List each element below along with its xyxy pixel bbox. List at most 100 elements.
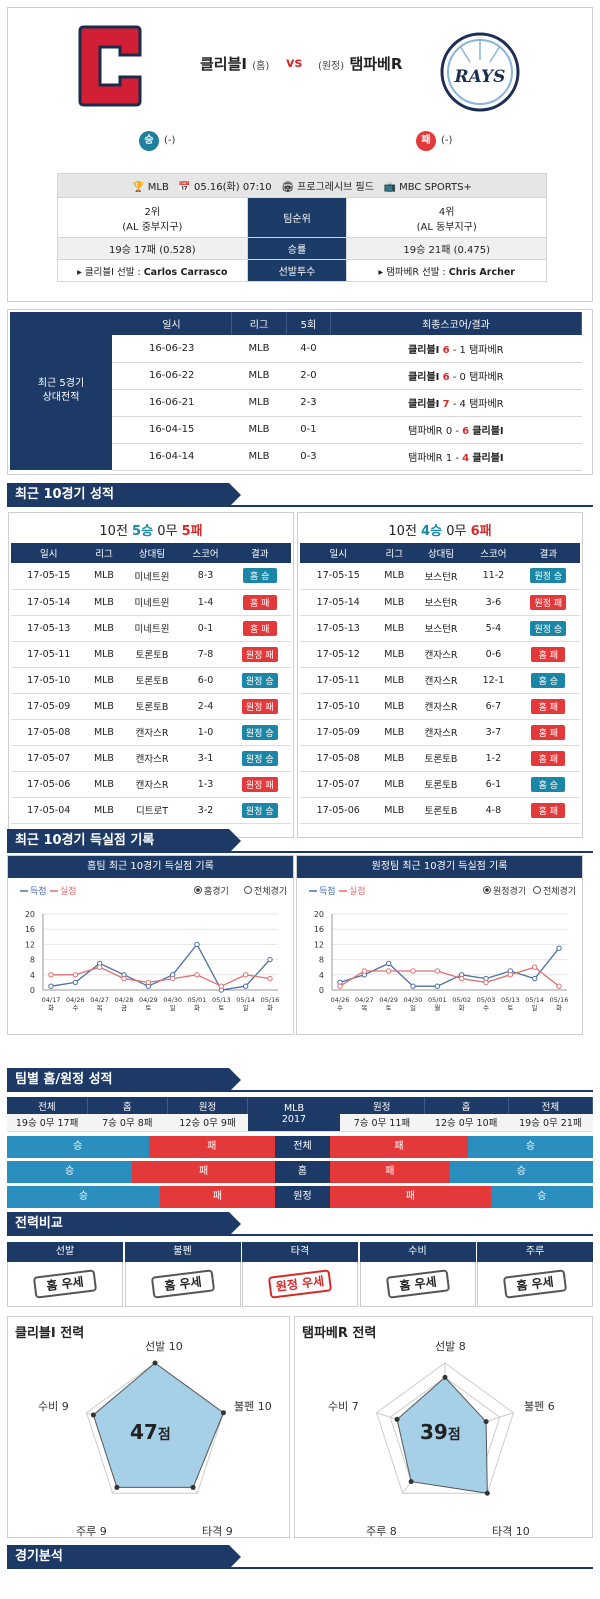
data-point xyxy=(531,975,538,982)
x-tick-label: 05/14 일 xyxy=(236,996,255,1012)
radio-label: 홈경기 xyxy=(204,885,229,897)
radio-label: 원정경기 xyxy=(493,885,526,897)
section-line xyxy=(7,851,593,853)
x-tick-label: 04/17 화 xyxy=(42,996,61,1012)
cleveland-logo xyxy=(78,25,142,107)
trophy-icon: 🏆 xyxy=(132,182,145,193)
y-tick-label: 8 xyxy=(319,956,324,965)
recent-cell: 미네트윈 xyxy=(121,615,183,642)
recent-cell: MLB xyxy=(376,797,412,824)
y-tick-label: 0 xyxy=(319,986,324,995)
section-homeaway: 팀별 홈/원정 성적 xyxy=(7,1068,241,1092)
home-chart-title: 홈팀 최근 10경기 득실점 기록 xyxy=(8,856,293,878)
recent-result-cell: 홈 패 xyxy=(228,615,291,642)
recent-result-cell: 홈 패 xyxy=(516,719,580,746)
recent-result-cell: 홈 패 xyxy=(516,745,580,772)
recent-cell: 캔자스R xyxy=(121,745,183,772)
home-result-badge: 승 xyxy=(139,131,159,151)
away-result-badge: 패 xyxy=(416,131,436,151)
radar-axis-label: 주루 8 xyxy=(366,1525,397,1538)
result-badge: 홈 승 xyxy=(242,568,277,584)
data-point xyxy=(361,968,368,974)
compare-header: 주루 xyxy=(477,1242,593,1262)
recent-cell: 캔자스R xyxy=(411,719,471,746)
away-recent-table: 일시 리그 상대팀 스코어 결과 17-05-15 MLB 보스턴R 11-2 원정 승 17-05… xyxy=(300,543,580,824)
recent-cell: 17-05-14 xyxy=(300,589,377,616)
radio-unselected[interactable] xyxy=(533,886,541,894)
away-scoring-chart-box: 원정팀 최근 10경기 득실점 기록 득점 실점 원정경기 전체경기 0 4 8 12 16 20… xyxy=(296,855,583,1035)
recent-cell: 17-05-10 xyxy=(11,667,87,694)
radio-unselected[interactable] xyxy=(244,886,252,894)
compare-cell: 원정 우세 xyxy=(242,1262,358,1307)
away-result-note: (-) xyxy=(441,135,453,146)
recent-cell: 7-8 xyxy=(182,641,229,668)
ha-value: 7승 0무 11패 xyxy=(339,1114,425,1132)
recent-cell: 17-05-13 xyxy=(11,615,87,642)
recent-cell: 토론토B xyxy=(411,797,471,824)
h2h-right-score: 0 xyxy=(459,372,466,383)
recent-cell: 17-05-09 xyxy=(11,693,87,720)
score-unit: 점 xyxy=(157,1427,171,1443)
recent-row: 17-05-11 MLB 캔자스R 12-1 홈 승 xyxy=(300,667,580,694)
h2h-left-score: 6 xyxy=(442,344,450,356)
calendar-icon: 📅 xyxy=(178,182,191,193)
h2h-five: 0-1 xyxy=(286,416,331,444)
recent-col-header: 일시 xyxy=(300,543,377,563)
away-loss-bar: 패 xyxy=(330,1161,450,1183)
home-scoring-chart-box: 홈팀 최근 10경기 득실점 기록 득점 실점 홈경기 전체경기 0 4 8 12 16 20 04… xyxy=(7,855,294,1035)
section-scoring10: 최근 10경기 득실점 기록 xyxy=(7,829,241,853)
series-line xyxy=(51,966,271,987)
home-win-bar: 승 xyxy=(7,1161,133,1183)
recent-cell: 17-05-10 xyxy=(300,693,377,720)
homeaway-bar-row: 승 패 원정 패 승 xyxy=(7,1186,593,1208)
home-loss-bar: 패 xyxy=(160,1186,275,1208)
x-tick-label: 05/14 일 xyxy=(525,996,544,1012)
recent-cell: 8-3 xyxy=(182,563,229,590)
recent-cell: 1-4 xyxy=(182,589,229,616)
recent-cell: 0-1 xyxy=(182,615,229,642)
recent-col-header: 상대팀 xyxy=(121,543,183,563)
recent-col-header: 리그 xyxy=(376,543,412,563)
recent-cell: MLB xyxy=(376,745,412,772)
compare-stamp: 원정 우세 xyxy=(267,1269,333,1299)
compare-stamp: 홈 우세 xyxy=(502,1269,568,1299)
recent-cell: 17-05-12 xyxy=(300,641,377,668)
data-point xyxy=(531,964,538,970)
away-win-bar: 승 xyxy=(490,1186,593,1208)
h2h-left-score: 7 xyxy=(442,399,450,410)
recent-cell: MLB xyxy=(376,615,412,642)
recent-cell: 17-05-11 xyxy=(300,667,377,694)
recent-cell: 캔자스R xyxy=(411,641,471,668)
radar-axis-label: 타격 10 xyxy=(492,1525,530,1538)
recent-cell: 토론토B xyxy=(411,771,471,798)
recent-cell: 17-05-08 xyxy=(300,745,377,772)
rank-label: 팀순위 xyxy=(246,197,348,238)
h2h-five: 2-0 xyxy=(286,362,331,390)
section-line xyxy=(7,1567,593,1569)
ha-value: 12승 0무 9패 xyxy=(167,1114,248,1132)
recent-cell: MLB xyxy=(86,797,122,824)
recent-col-header: 결과 xyxy=(228,543,291,563)
data-point xyxy=(242,972,249,978)
away-scoring-chart: 득점 실점 원정경기 전체경기 0 4 8 12 16 20 04/26 수 04/27 목 04/29 토 0… xyxy=(309,885,576,1012)
data-point xyxy=(458,975,465,982)
y-tick-label: 4 xyxy=(30,971,35,980)
x-tick-label: 04/28 금 xyxy=(115,996,134,1012)
recent-cell: 토론토B xyxy=(121,641,183,668)
y-tick-label: 8 xyxy=(30,956,35,965)
y-tick-label: 16 xyxy=(314,925,324,934)
h2h-five: 4-0 xyxy=(286,335,331,363)
ha-mlb-cell: MLB 2017 xyxy=(247,1097,340,1132)
x-tick-label: 05/13 토 xyxy=(212,996,231,1012)
data-point xyxy=(72,972,79,978)
recent-cell: 3-2 xyxy=(182,797,229,824)
section-line xyxy=(7,1234,593,1236)
section-analysis: 경기분석 xyxy=(7,1545,241,1569)
recent-cell: 5-4 xyxy=(470,615,517,642)
ha-head: 원정 xyxy=(339,1097,425,1114)
data-point xyxy=(507,972,514,978)
series-line xyxy=(50,943,271,991)
recent-col-header: 리그 xyxy=(86,543,122,563)
radar-area xyxy=(92,1362,225,1488)
radar-area xyxy=(396,1376,488,1494)
